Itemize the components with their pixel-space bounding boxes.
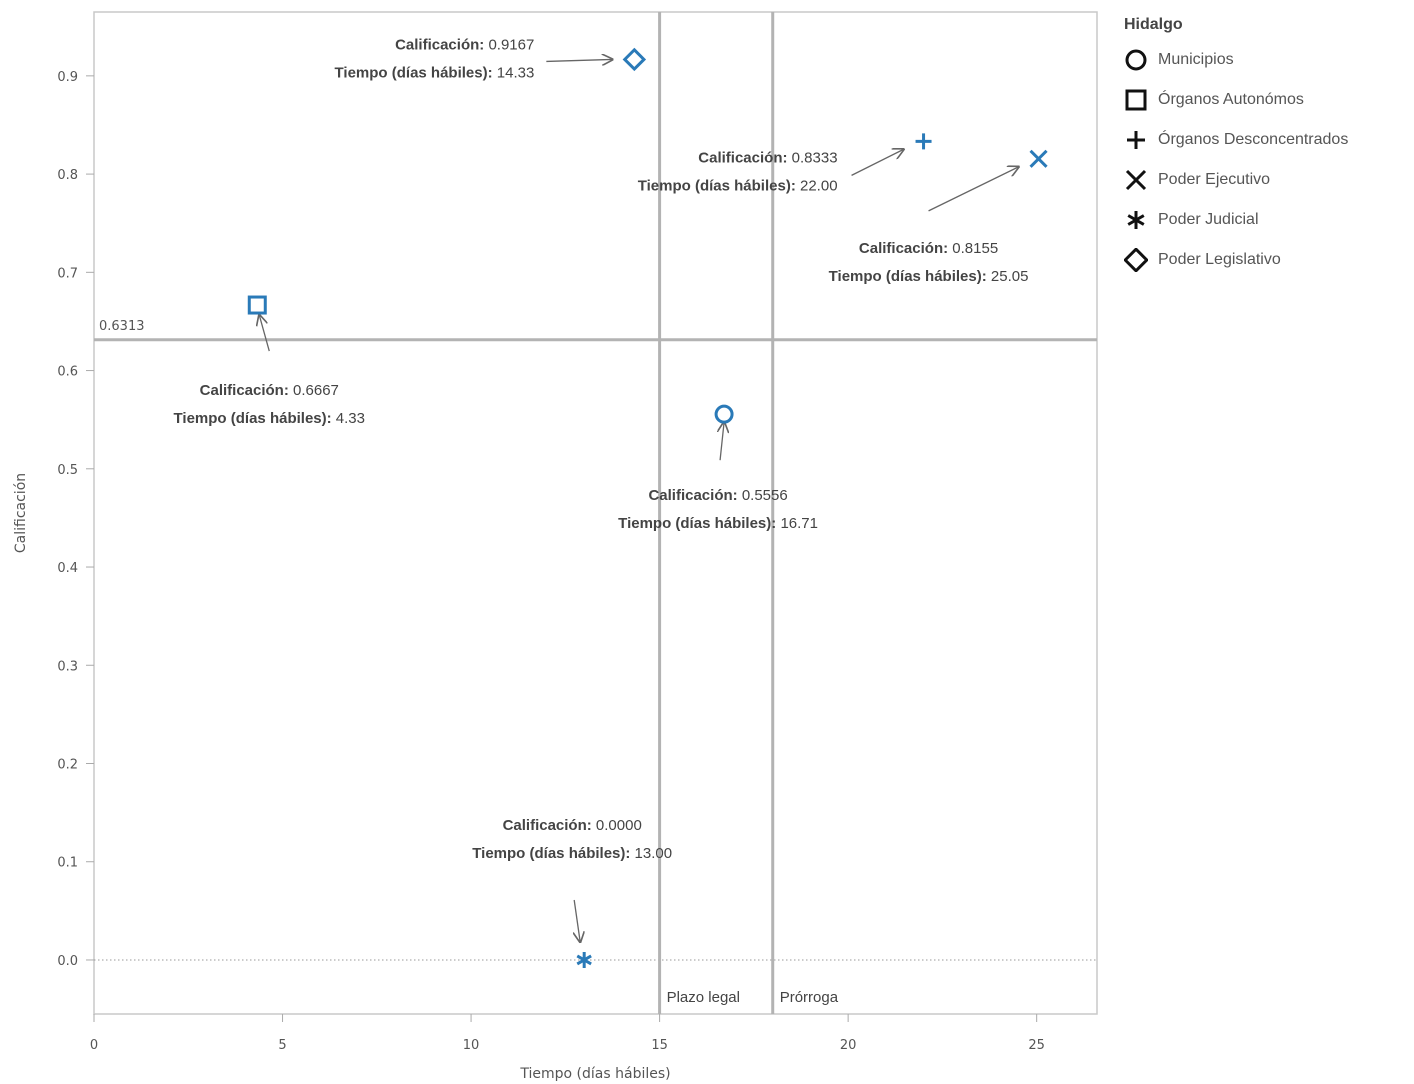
point-label-score: Calificación: 0.8155	[859, 240, 998, 257]
legend-label: Poder Legislativo	[1158, 251, 1281, 268]
x-tick-label: 25	[1028, 1038, 1045, 1053]
legend-item: Municipios	[1124, 40, 1412, 80]
square-icon	[1124, 88, 1158, 112]
point-label-score: Calificación: 0.5556	[648, 487, 787, 504]
y-tick-label: 0.6	[57, 365, 78, 380]
legend-items: Municipios Órganos Autonómos Órganos Desco…	[1124, 40, 1412, 280]
legend-item: Poder Judicial	[1124, 200, 1412, 240]
legend-item: Poder Legislativo	[1124, 240, 1412, 280]
y-tick-label: 0.5	[57, 463, 78, 478]
legend-label: Poder Judicial	[1158, 211, 1259, 228]
y-tick-label: 0.7	[57, 266, 78, 281]
point-arrow	[720, 422, 724, 461]
data-point-square	[247, 295, 267, 315]
point-label-score: Calificación: 0.0000	[503, 817, 642, 834]
legend: Hidalgo Municipios Órganos Autonómos Órgan…	[1124, 16, 1412, 280]
data-point-plus	[915, 133, 932, 150]
point-label-time: Tiempo (días hábiles): 13.00	[472, 845, 672, 862]
x-tick-label: 20	[840, 1038, 857, 1053]
point-arrow	[259, 315, 270, 352]
point-arrow	[928, 167, 1019, 212]
point-label-time: Tiempo (días hábiles): 22.00	[638, 177, 838, 194]
legend-title: Hidalgo	[1124, 16, 1183, 33]
y-tick-label: 0.3	[57, 659, 78, 674]
x-tick-label: 15	[651, 1038, 668, 1053]
point-label-score: Calificación: 0.6667	[200, 382, 339, 399]
data-point-circle	[714, 404, 734, 424]
legend-marker	[1127, 131, 1145, 149]
y-tick-label: 0.4	[57, 561, 78, 576]
y-tick-label: 0.1	[57, 856, 78, 871]
data-point-diamond	[622, 47, 647, 72]
y-tick-label: 0.2	[57, 758, 78, 773]
plot-frame	[93, 11, 1098, 1015]
legend-marker	[1125, 49, 1147, 71]
legend-label: Órganos Desconcentrados	[1158, 131, 1349, 148]
legend-marker	[1125, 169, 1147, 191]
data-point-x	[1029, 149, 1048, 168]
legend-label: Órganos Autonómos	[1158, 91, 1304, 108]
point-arrow	[851, 149, 904, 176]
point-label-time: Tiempo (días hábiles): 16.71	[618, 515, 818, 532]
legend-marker	[1127, 211, 1145, 229]
data-point-asterisk	[576, 951, 592, 968]
legend-label: Poder Ejecutivo	[1158, 171, 1271, 188]
legend-item: Órganos Autonómos	[1124, 80, 1412, 120]
x-tick-label: 5	[278, 1038, 286, 1053]
x-tick-label: 10	[463, 1038, 480, 1053]
y-tick-label: 0.9	[57, 70, 78, 85]
point-label-score: Calificación: 0.8333	[698, 149, 837, 166]
y-tick-label: 0.0	[57, 954, 78, 969]
point-arrow	[546, 59, 612, 61]
x-axis-title: Tiempo (días hábiles)	[519, 1066, 670, 1082]
legend-label: Municipios	[1158, 51, 1234, 68]
y-tick-label: 0.8	[57, 168, 78, 183]
legend-item: Órganos Desconcentrados	[1124, 120, 1412, 160]
reference-line-vertical-label: Plazo legal	[667, 989, 740, 1006]
diamond-icon	[1124, 248, 1158, 272]
point-label-time: Tiempo (días hábiles): 25.05	[829, 268, 1029, 285]
x-tick-label: 0	[90, 1038, 98, 1053]
legend-item: Poder Ejecutivo	[1124, 160, 1412, 200]
legend-marker	[1125, 89, 1147, 111]
y-axis-title: Calificación	[13, 473, 29, 553]
plus-icon	[1124, 128, 1158, 152]
point-label-score: Calificación: 0.9167	[395, 36, 534, 53]
reference-line-vertical-label: Prórroga	[780, 989, 839, 1006]
legend-marker	[1124, 248, 1148, 272]
x-icon	[1124, 168, 1158, 192]
asterisk-icon	[1124, 208, 1158, 232]
circle-icon	[1124, 48, 1158, 72]
reference-line-label: 0.6313	[99, 319, 145, 334]
point-label-time: Tiempo (días hábiles): 14.33	[335, 64, 535, 81]
point-label-time: Tiempo (días hábiles): 4.33	[174, 410, 365, 427]
point-arrow	[574, 899, 580, 942]
